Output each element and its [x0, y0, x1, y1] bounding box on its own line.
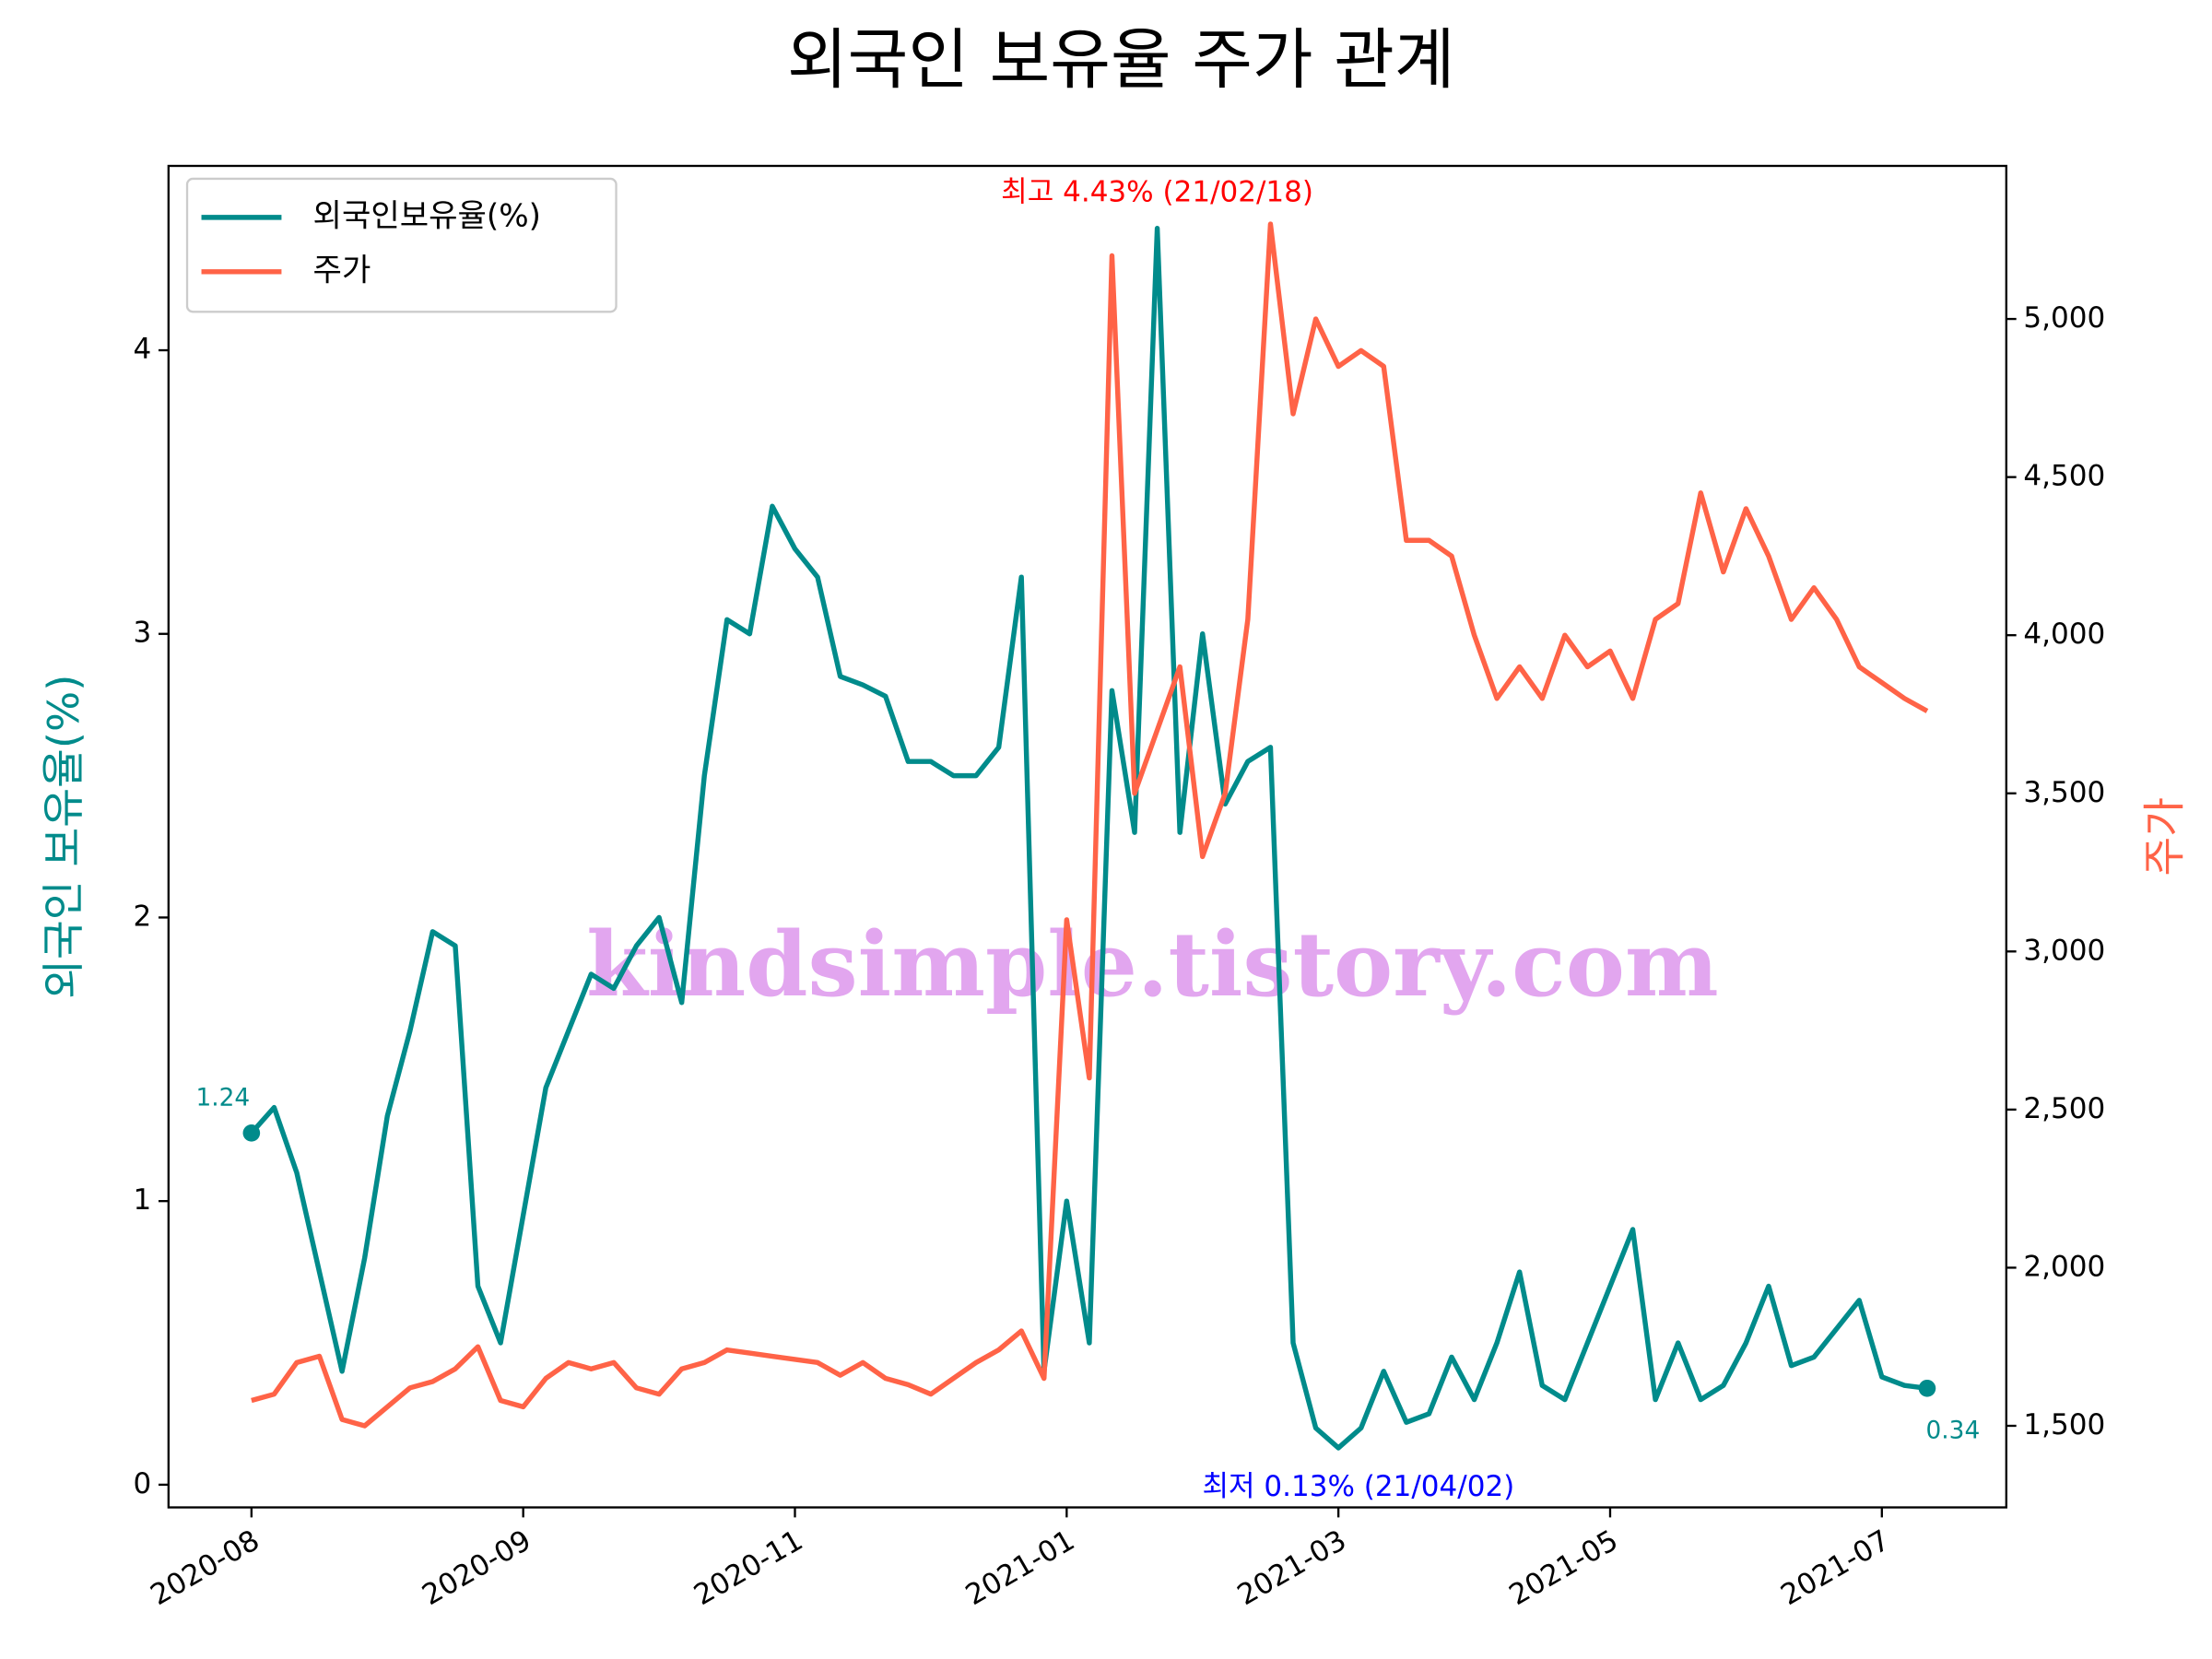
- chart-title: 외국인 보유율 주가 관계: [787, 21, 1455, 98]
- y-tick-label: 3: [133, 617, 151, 650]
- y-tick-label: 4: [133, 333, 151, 366]
- annotation: 최고 4.43% (21/02/18): [1001, 175, 1313, 208]
- y2-tick-label: 4,000: [2023, 618, 2105, 651]
- point-marker: [242, 1124, 261, 1142]
- annotation: 0.34: [1926, 1417, 1981, 1444]
- series-line: [249, 225, 1928, 1451]
- y-tick-label: 2: [133, 900, 151, 933]
- y2-tick-label: 3,000: [2023, 934, 2105, 967]
- annotation: 최저 0.13% (21/04/02): [1202, 1470, 1514, 1503]
- legend-label: 외국인보유율(%): [313, 197, 541, 234]
- annotation: 1.24: [195, 1085, 250, 1112]
- y-axis-label: 외국인 보유율(%): [39, 675, 88, 999]
- y-tick-label: 0: [133, 1467, 151, 1500]
- legend-label: 주가: [313, 252, 371, 288]
- y2-axis-label: 주가: [2140, 797, 2190, 877]
- point-marker: [1918, 1379, 1936, 1397]
- y-tick-label: 1: [133, 1183, 151, 1217]
- legend-box: [185, 177, 618, 313]
- y2-tick-label: 3,500: [2023, 776, 2105, 809]
- y2-tick-label: 2,500: [2023, 1092, 2105, 1125]
- y2-tick-label: 4,500: [2023, 460, 2105, 493]
- series-line: [251, 221, 1929, 1429]
- watermark: kindsimple.tistory.com: [586, 912, 1719, 1017]
- y2-tick-label: 5,000: [2023, 301, 2105, 335]
- y2-tick-label: 2,000: [2023, 1250, 2105, 1283]
- y2-tick-label: 1,500: [2023, 1408, 2105, 1441]
- legend: 외국인보유율(%) 주가: [185, 177, 618, 313]
- plot-frame: [167, 164, 2007, 1509]
